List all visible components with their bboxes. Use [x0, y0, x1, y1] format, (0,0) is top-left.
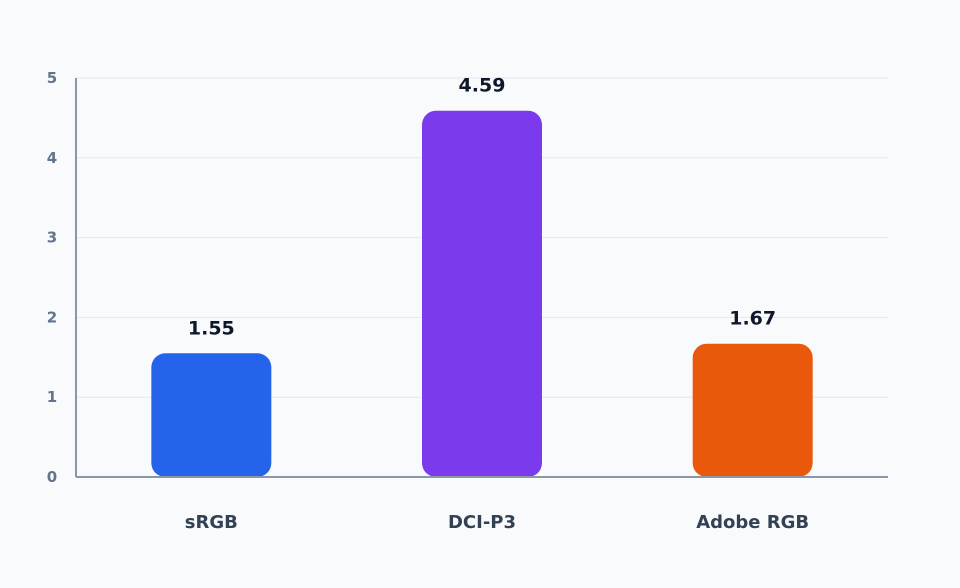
axes [75, 78, 888, 478]
y-tick-label: 2 [47, 308, 57, 326]
x-category-label: Adobe RGB [696, 512, 809, 533]
y-tick-label: 3 [47, 229, 57, 247]
bar-value-label: 1.67 [729, 308, 776, 330]
labels: 0 1 2 3 4 5 1.55 sRGB 4.59 DCI-P3 1.67 Adobe RGB [47, 69, 809, 533]
bar-adobe-rgb [692, 343, 813, 477]
y-tick-label: 5 [47, 69, 57, 87]
bar-value-label: 4.59 [459, 75, 506, 97]
bar-dci-p3 [422, 110, 542, 477]
x-category-label: DCI-P3 [448, 512, 516, 533]
bars [151, 110, 813, 477]
y-tick-label: 0 [47, 468, 57, 486]
bar-srgb [151, 353, 272, 477]
bar-value-label: 1.55 [188, 317, 235, 339]
y-tick-label: 4 [47, 149, 57, 167]
x-category-label: sRGB [185, 512, 238, 533]
y-tick-label: 1 [47, 388, 57, 406]
